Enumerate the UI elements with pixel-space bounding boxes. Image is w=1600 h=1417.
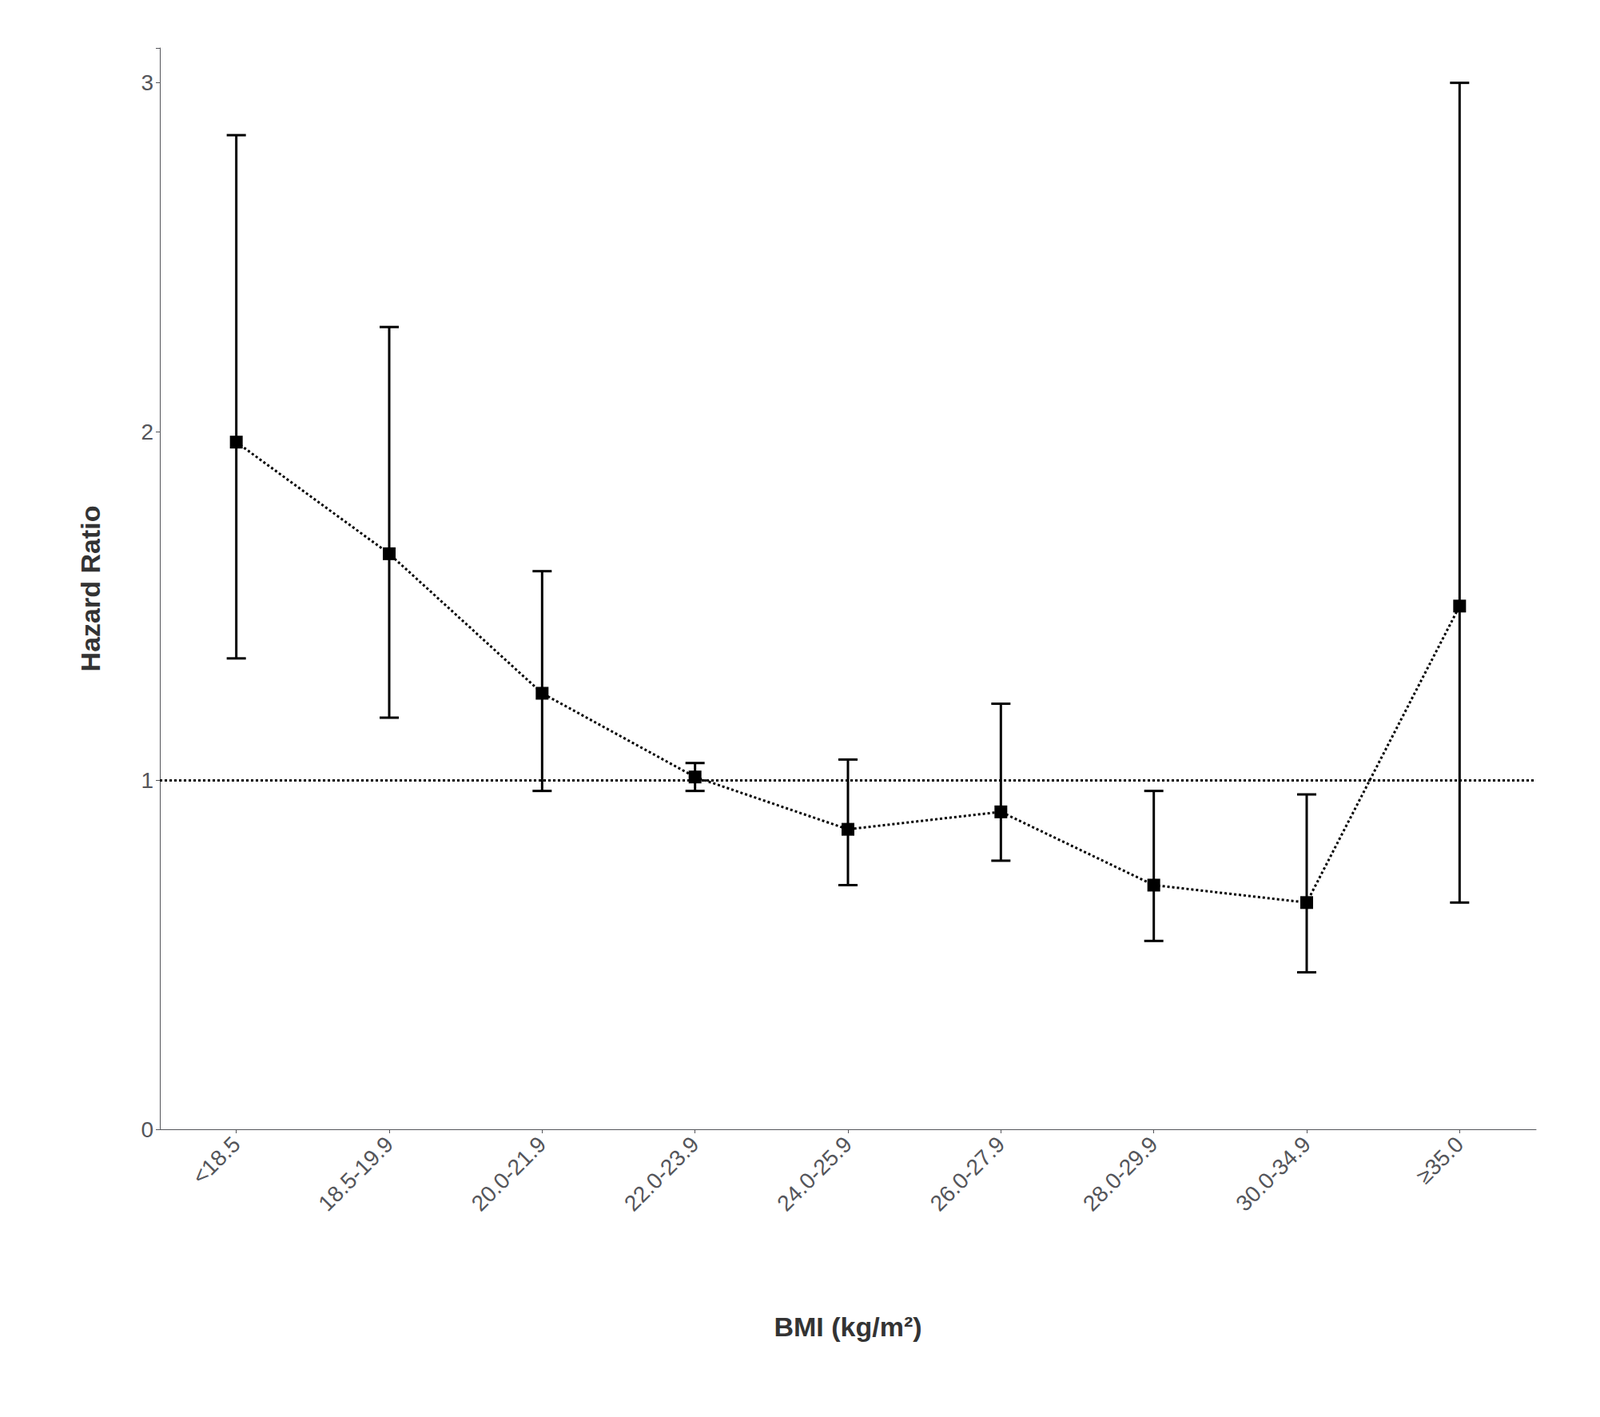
svg-text:≥35.0: ≥35.0 (1411, 1131, 1469, 1189)
svg-text:30.0-34.9: 30.0-34.9 (1230, 1131, 1316, 1217)
svg-text:18.5-19.9: 18.5-19.9 (313, 1131, 399, 1217)
svg-text:Hazard Ratio: Hazard Ratio (75, 505, 106, 673)
svg-text:<18.5: <18.5 (187, 1131, 246, 1190)
svg-text:1: 1 (140, 768, 154, 793)
svg-text:3: 3 (140, 70, 154, 96)
svg-text:20.0-21.9: 20.0-21.9 (466, 1131, 552, 1217)
svg-text:22.0-23.9: 22.0-23.9 (619, 1131, 705, 1217)
svg-text:2: 2 (140, 419, 154, 445)
svg-text:BMI (kg/m²): BMI (kg/m²) (773, 1311, 922, 1342)
svg-text:24.0-25.9: 24.0-25.9 (772, 1131, 857, 1217)
svg-text:0: 0 (140, 1117, 154, 1143)
svg-text:26.0-27.9: 26.0-27.9 (925, 1131, 1011, 1217)
svg-text:28.0-29.9: 28.0-29.9 (1078, 1131, 1163, 1217)
